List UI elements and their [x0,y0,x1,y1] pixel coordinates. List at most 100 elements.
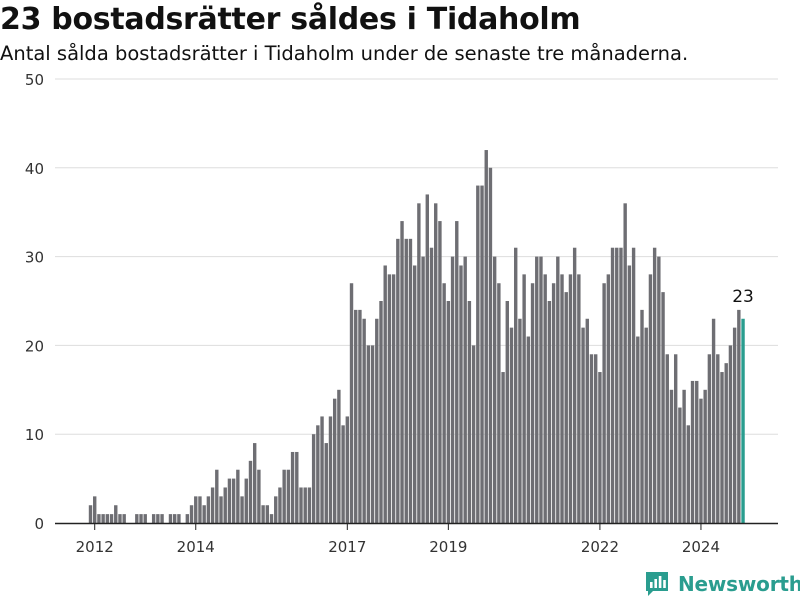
bar [240,496,244,523]
bar [480,185,484,523]
bar [446,301,451,523]
grid-lines [55,78,778,435]
y-tick-label: 10 [25,426,44,444]
bar [518,318,522,523]
bar [93,496,97,523]
bar [375,318,379,523]
bar [173,514,177,523]
bar [227,478,232,523]
y-tick-label: 40 [25,160,44,178]
bar [257,469,261,523]
y-tick-label: 30 [25,249,44,267]
bar [404,238,408,523]
y-axis-labels: 0 10 20 30 40 50 [25,71,44,533]
bar [644,327,648,523]
bar [732,327,737,523]
bar [724,363,728,523]
bar [109,514,114,523]
bar [97,514,101,523]
bar [189,505,194,523]
bar [665,354,669,523]
annotations: 23 [732,287,754,307]
bar [143,514,147,523]
bar [716,354,720,523]
bar [248,460,253,523]
bar [594,354,598,523]
bar [509,327,514,523]
bar [623,203,627,523]
bar [139,514,143,523]
bar [556,256,560,523]
bar [728,345,733,523]
bar [156,514,160,523]
bars [88,150,745,524]
bar [328,416,333,523]
bar [101,514,105,523]
bar [547,301,552,523]
bar [514,247,518,523]
bar [400,221,404,523]
bar [408,238,413,523]
bar [282,469,286,523]
bar [311,434,316,523]
bar [467,301,472,523]
chart-title: 23 bostadsrätter såldes i Tidaholm [0,2,581,37]
bar [337,389,341,523]
bar [657,256,661,523]
bar [215,469,219,523]
bar [425,194,429,523]
bar [88,505,93,523]
bar [223,487,227,523]
bar [274,496,278,523]
bar [316,425,320,523]
bar [236,469,240,523]
bar [383,265,387,523]
bar [341,425,345,523]
bar [160,514,164,523]
bar [210,487,215,523]
bar [198,496,202,523]
bar [682,389,686,523]
bar [349,283,354,523]
bar [299,487,303,523]
bar [345,416,350,523]
bar [391,274,396,523]
bar [332,398,337,523]
bar [417,203,421,523]
bar [438,221,442,523]
bar [737,309,741,523]
brand-name: Newsworthy [678,572,800,596]
bar [194,496,198,523]
bar [476,185,480,523]
bar [497,283,501,523]
bar [610,247,615,523]
bar [244,478,248,523]
bar-highlight [741,318,745,523]
bar [261,505,265,523]
bar [295,451,299,523]
bar [703,389,707,523]
x-tick-label: 2014 [177,538,215,556]
bar [185,514,190,523]
bar [387,274,392,523]
bar [568,274,573,523]
y-tick-label: 50 [25,71,44,89]
y-tick-label: 20 [25,337,44,355]
bar [231,478,236,523]
bar [265,505,270,523]
bar [219,496,223,523]
bar [320,416,324,523]
bar [206,496,211,523]
newsworthy-logo-icon [646,572,668,596]
bar [471,345,476,523]
bar [589,354,594,523]
bar [585,318,589,523]
bar [707,354,712,523]
bar [421,256,425,523]
bar [459,265,463,523]
bar [278,487,282,523]
bar [354,309,358,523]
bar [114,505,118,523]
bar [577,274,581,523]
